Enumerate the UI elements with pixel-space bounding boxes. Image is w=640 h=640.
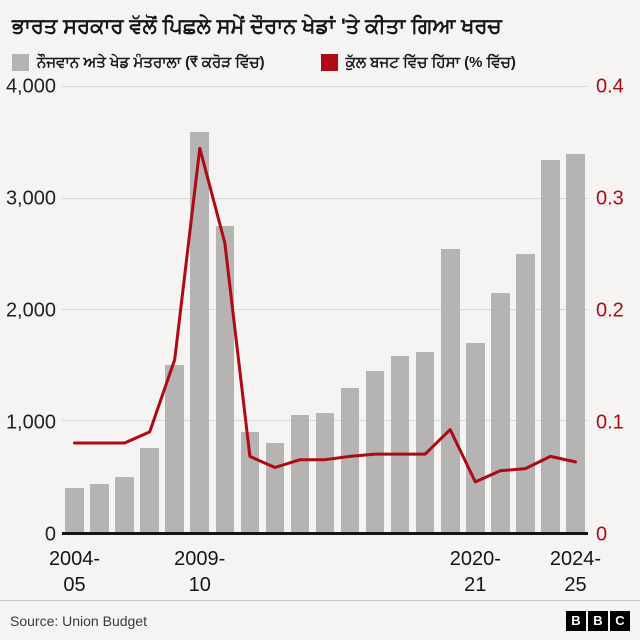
- bbc-logo-letter: C: [610, 610, 630, 631]
- bar-2014-15: [315, 413, 335, 533]
- bar-2020-21: [466, 343, 485, 533]
- y-axis-left: 0 1,000 2,000 3,000 4,000: [5, 76, 62, 546]
- bar-2022-23: [516, 254, 535, 533]
- legend-item-bars: ਨੌਜਵਾਨ ਅਤੇ ਖੇਡ ਮੰਤਰਾਲਾ (₹ ਕਰੋੜ ਵਿੱਚ): [12, 54, 265, 72]
- chart-area: 0 1,000 2,000 3,000 4,000 2004- 05 2009- 10 2020…: [5, 76, 632, 597]
- y-axis-right: 0 0.1 0.2 0.3 0.4: [588, 76, 632, 546]
- bar-2006-07: [115, 476, 134, 533]
- bar-legend-swatch-icon: [12, 54, 29, 72]
- bar-2016-17: [365, 370, 385, 533]
- x-axis-label-2009-10: 2009- 10: [174, 548, 226, 597]
- y-tick-right-label: 0.3: [596, 187, 624, 210]
- source-text: Source: Union Budget: [10, 612, 147, 629]
- y-tick-left-label: 3,000: [5, 187, 56, 210]
- y-tick-left-label: 4,000: [5, 75, 56, 98]
- y-tick-left-label: 0: [44, 523, 56, 546]
- legend-line-label: ਕੁੱਲ ਬਜਟ ਵਿੱਚ ਹਿੱਸਾ (% ਵਿੱਚ): [345, 54, 516, 72]
- bar-2024-25: [566, 154, 585, 533]
- y-tick-left-label: 2,000: [5, 299, 56, 322]
- line-legend-swatch-icon: [320, 54, 338, 72]
- y-tick-right-label: 0.4: [596, 75, 624, 98]
- x-axis-label-2024-25: 2024- 25: [549, 548, 602, 597]
- bar-2021-22: [491, 293, 510, 533]
- bar-2011-12: [240, 432, 260, 533]
- bar-2019-20: [440, 248, 460, 533]
- bar-2013-14: [290, 415, 310, 533]
- legend-item-line: ਕੁੱਲ ਬਜਟ ਵਿੱਚ ਹਿੱਸਾ (% ਵਿੱਚ): [320, 54, 516, 72]
- x-axis-label-2020-21: 2020- 21: [449, 548, 501, 597]
- plot-area: 2004- 05 2009- 10 2020- 21 2024- 25: [49, 86, 601, 596]
- footer: Source: Union Budget B B C: [0, 600, 640, 640]
- bar-2010-11: [215, 226, 235, 533]
- bar-2008-09: [165, 365, 184, 533]
- y-tick-right-label: 0.2: [596, 299, 624, 322]
- bar-2012-13: [265, 443, 285, 533]
- x-axis-label-2004-05: 2004- 05: [48, 548, 101, 597]
- bar-2017-18: [390, 356, 410, 533]
- bbc-logo: B B C: [566, 610, 630, 631]
- bar-2023-24: [541, 159, 560, 533]
- bar-2009-10: [190, 131, 210, 533]
- page-title: ਭਾਰਤ ਸਰਕਾਰ ਵੱਲੋਂ ਪਿਛਲੇ ਸਮੇਂ ਦੌਰਾਨ ਖੇਡਾਂ …: [12, 15, 502, 38]
- bar-2005-06: [90, 484, 109, 533]
- y-tick-right-label: 0.1: [596, 411, 624, 434]
- y-tick-right-label: 0: [596, 523, 608, 546]
- bbc-logo-letter: B: [566, 610, 586, 631]
- bar-2004-05: [65, 487, 84, 533]
- gridline: [62, 197, 588, 199]
- y-tick-left-label: 1,000: [5, 411, 56, 434]
- bbc-logo-letter: B: [588, 610, 608, 631]
- bar-2018-19: [415, 352, 435, 533]
- bar-2015-16: [340, 387, 360, 533]
- bar-2007-08: [140, 447, 159, 533]
- legend-bars-label: ਨੌਜਵਾਨ ਅਤੇ ਖੇਡ ਮੰਤਰਾਲਾ (₹ ਕਰੋੜ ਵਿੱਚ): [37, 54, 265, 72]
- legend: ਨੌਜਵਾਨ ਅਤੇ ਖੇਡ ਮੰਤਰਾਲਾ (₹ ਕਰੋੜ ਵਿੱਚ) ਕੁੱ…: [0, 44, 640, 77]
- gridline: [62, 86, 588, 88]
